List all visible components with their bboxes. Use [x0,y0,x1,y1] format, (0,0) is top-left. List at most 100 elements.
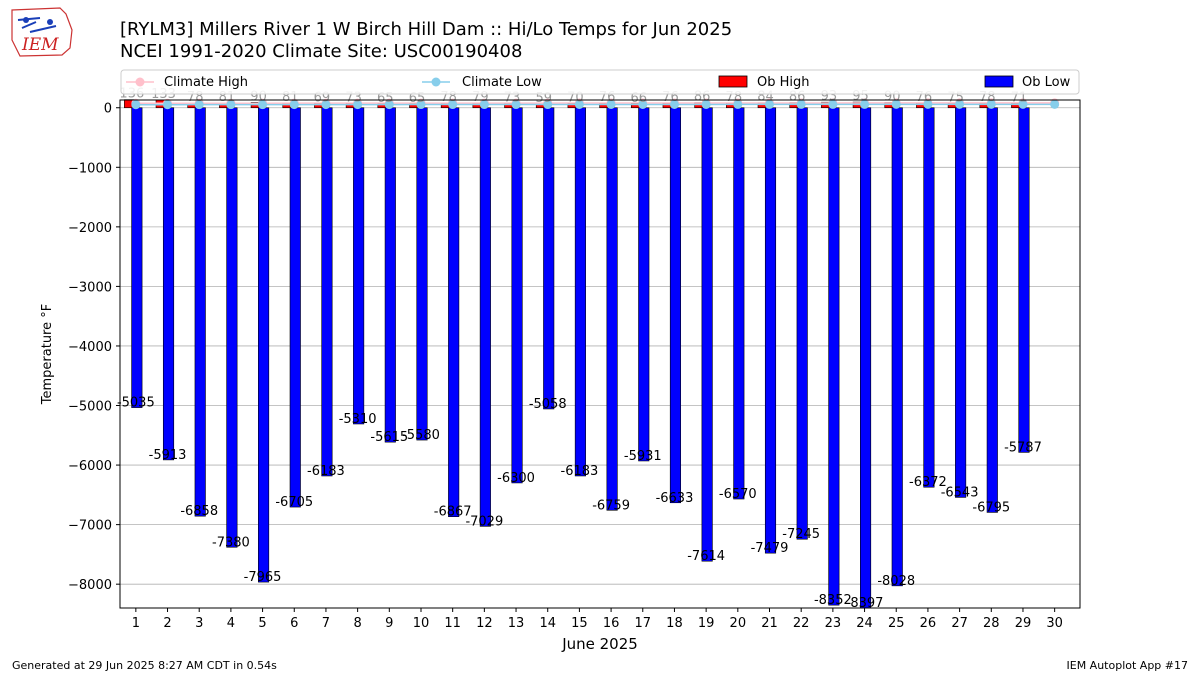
x-tick-label: 16 [603,616,620,631]
bar-ob-low [1018,107,1030,453]
bar-ob-low [733,107,745,500]
climate-low-point [448,100,458,110]
bar-ob-low [194,107,206,517]
climate-low-point [511,100,521,110]
climate-low-point [955,99,965,109]
ob-low-label: -5615 [370,430,408,445]
ob-low-label: -5580 [402,428,440,443]
grid [120,107,1080,585]
x-tick-label: 30 [1046,616,1063,631]
ob-low-label: -5310 [339,412,377,427]
climate-low-point [131,100,141,110]
climate-low-point [986,99,996,109]
ob-high-label: 65 [377,91,394,106]
climate-low-point [891,99,901,109]
bar-ob-low [479,107,491,527]
y-axis-label: Temperature °F [40,304,55,405]
ob-low-label: -6570 [719,487,757,502]
legend-label-ob-low: Ob Low [1022,75,1071,90]
x-tick-label: 7 [322,616,330,631]
x-tick-label: 28 [983,616,1000,631]
y-tick-label: −5000 [68,400,112,415]
x-tick-label: 14 [539,616,556,631]
legend-ob-high: Ob High [718,75,810,90]
y-tick-label: −4000 [68,340,112,355]
legend-climate-low: Climate Low [422,75,542,90]
x-tick-label: 24 [856,616,873,631]
climate-low-point [353,100,363,110]
bar-ob-low [986,107,998,513]
ob-low-label: -6543 [941,485,979,500]
x-tick-label: 15 [571,616,588,631]
x-tick-label: 17 [634,616,651,631]
ob-low-label: -7965 [244,570,282,585]
x-tick-label: 12 [476,616,493,631]
bar-ob-low [289,107,301,508]
y-tick-label: −8000 [68,578,112,593]
x-tick-label: 26 [920,616,937,631]
ob-low-label: -8397 [846,596,884,611]
bar-ob-low [416,107,428,441]
ob-low-label: -5931 [624,449,662,464]
x-tick-label: 20 [730,616,747,631]
bars [124,99,1030,609]
legend-box [120,69,1080,95]
ob-low-label: -6795 [972,500,1010,515]
bar-ob-low [258,107,270,583]
ob-low-label: -8028 [877,574,915,589]
climate-lines [131,98,1060,110]
bar-ob-low [384,107,396,443]
climate-low-point [733,99,743,109]
climate-low-point [1018,99,1028,109]
x-tick-label: 25 [888,616,905,631]
bar-ob-low [955,107,967,498]
climate-low-point [289,100,299,110]
bar-ob-low [574,107,586,477]
x-tick-label: 22 [793,616,810,631]
climate-low-point [194,100,204,110]
bar-ob-low [321,107,333,477]
footer-app: IEM Autoplot App #17 [1067,659,1189,672]
chart-subtitle: NCEI 1991-2020 Climate Site: USC00190408 [120,41,522,62]
x-tick-label: 4 [227,616,235,631]
climate-low-point [163,100,173,110]
x-tick-label: 1 [132,616,140,631]
legend-climate-high: Climate High [126,75,248,90]
bar-ob-low [511,107,523,484]
iem-logo: IEM [11,7,73,57]
ob-low-label: -7479 [751,541,789,556]
bar-ob-low [448,107,460,518]
bar-ob-low [226,107,238,548]
x-tick-label: 2 [163,616,171,631]
ob-high-label: 65 [409,91,426,106]
x-tick-label: 23 [825,616,842,631]
x-tick-label: 8 [353,616,361,631]
x-axis-ticks: 1 2 3 4 5 6 7 8 9 10 11 12 13 14 15 16 17 18 19 20 21 22 23 24 2… [132,608,1063,631]
y-tick-label: −1000 [68,161,112,176]
y-axis-ticks: 0 −1000 −2000 −3000 −4000 −5000 −6000 −7000 −800… [68,102,120,593]
footer-generated: Generated at 29 Jun 2025 8:27 AM CDT in … [12,659,277,672]
ob-low-label: -6183 [561,464,599,479]
ob-low-label: -6858 [180,504,218,519]
climate-low-point [828,99,838,109]
ob-low-label: -7245 [782,527,820,542]
bar-ob-low [131,107,143,408]
ob-low-label: -8352 [814,593,852,608]
ob-low-label: -7029 [465,514,503,529]
ob-low-label: -5058 [529,397,567,412]
ob-low-label: -5913 [149,448,187,463]
ob-low-label: -7614 [687,549,725,564]
x-tick-label: 11 [444,616,461,631]
ob-high-label: 66 [630,91,647,106]
climate-low-point [384,100,394,110]
y-tick-label: −7000 [68,519,112,534]
x-tick-label: 9 [385,616,393,631]
ob-low-label: -5035 [117,396,155,411]
chart-title: [RYLM3] Millers River 1 W Birch Hill Dam… [120,19,732,40]
x-tick-label: 19 [698,616,715,631]
ob-low-label: -6183 [307,464,345,479]
x-tick-label: 3 [195,616,203,631]
bar-ob-low [606,107,618,511]
ob-low-label: -6705 [275,495,313,510]
